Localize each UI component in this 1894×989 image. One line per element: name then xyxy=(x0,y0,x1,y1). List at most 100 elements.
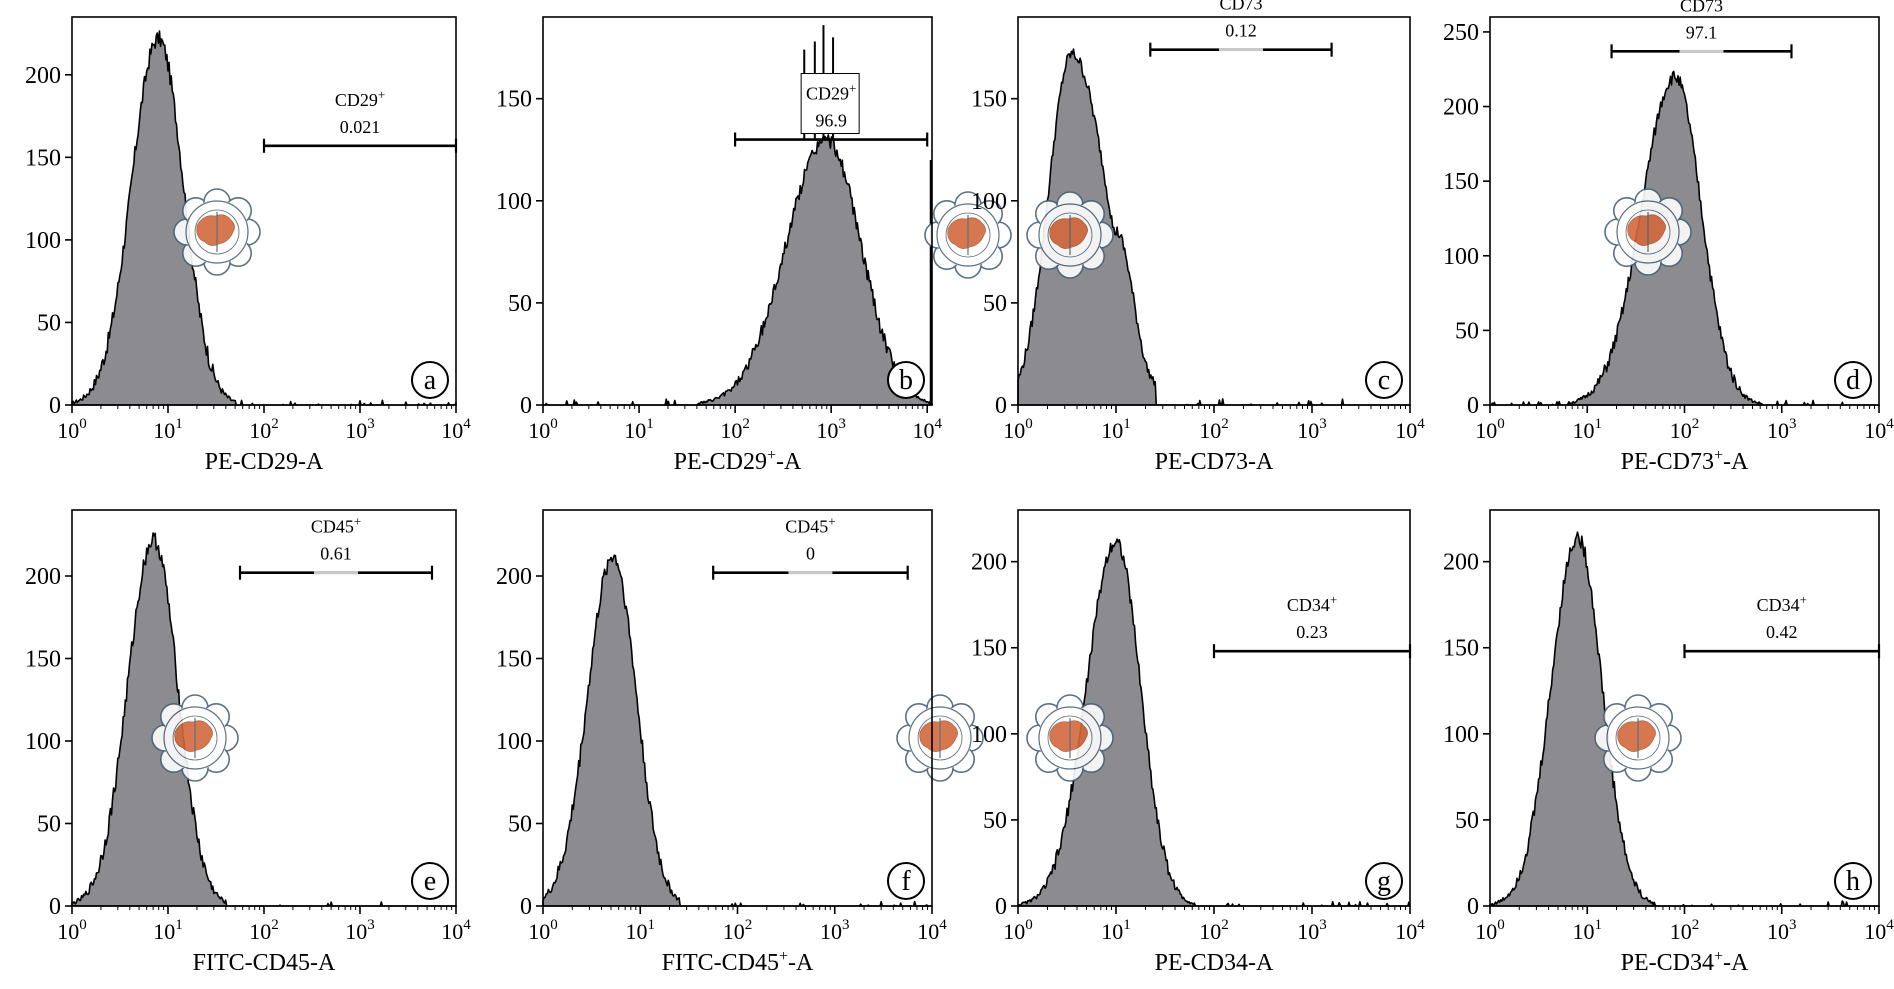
x-axis-label: PE-CD34-A xyxy=(1155,950,1274,976)
x-tick-label: 102 xyxy=(1199,917,1229,944)
histogram-area xyxy=(542,134,933,406)
histogram-panel-c: 0 50 100 150 100 101 102 103 104 PE-CD73-A CD73 0.1… xyxy=(971,0,1425,475)
x-tick-label: 100 xyxy=(1003,917,1033,944)
y-tick-label: 50 xyxy=(508,812,532,838)
panel-letter-circle xyxy=(1365,862,1403,900)
gate-label: CD45+ xyxy=(311,514,361,537)
x-tick-label: 101 xyxy=(1573,917,1603,944)
panel-letter: f xyxy=(901,866,911,897)
x-tick-label: 104 xyxy=(1395,416,1425,443)
y-tick-label: 100 xyxy=(25,228,61,254)
y-tick-label: 100 xyxy=(496,729,532,755)
x-tick-label: 104 xyxy=(1395,917,1425,944)
gate-value: 0 xyxy=(806,544,815,564)
gate-label: CD29+ xyxy=(335,87,385,110)
x-tick-label: 101 xyxy=(624,416,654,443)
x-tick-label: 100 xyxy=(528,416,558,443)
x-tick-label: 101 xyxy=(153,917,183,944)
x-tick-label: 103 xyxy=(1297,416,1327,443)
x-tick-label: 100 xyxy=(57,416,87,443)
histogram-panel-h: 0 50 100 150 200 100 101 102 103 104 PE-CD34+-A CD3… xyxy=(1443,509,1894,976)
y-tick-label: 0 xyxy=(1467,894,1479,920)
association-seal-watermark xyxy=(173,188,261,276)
y-tick-label: 150 xyxy=(496,87,532,113)
panel-letter-circle xyxy=(1834,862,1872,900)
y-tick-label: 50 xyxy=(983,291,1007,317)
x-tick-label: 102 xyxy=(720,416,750,443)
x-tick-label: 100 xyxy=(1003,416,1033,443)
gate-label: CD73 xyxy=(1680,0,1723,15)
x-axis-label: PE-CD73+-A xyxy=(1621,447,1749,475)
gate-label: CD34+ xyxy=(1757,592,1807,615)
x-tick-label: 104 xyxy=(441,416,471,443)
x-tick-label: 104 xyxy=(912,416,942,443)
y-tick-label: 150 xyxy=(971,636,1007,662)
x-tick-label: 104 xyxy=(1864,416,1894,443)
y-tick-label: 50 xyxy=(1455,808,1479,834)
x-tick-label: 101 xyxy=(153,416,183,443)
y-tick-label: 150 xyxy=(971,87,1007,113)
histogram-area xyxy=(542,554,933,907)
association-seal-watermark xyxy=(1594,694,1682,782)
y-tick-label: 200 xyxy=(1443,550,1479,576)
x-axis-label: FITC-CD45-A xyxy=(193,950,336,976)
y-tick-label: 200 xyxy=(25,63,61,89)
gate-value: 96.9 xyxy=(815,111,847,131)
y-tick-label: 0 xyxy=(520,894,532,920)
y-tick-label: 200 xyxy=(971,550,1007,576)
x-tick-label: 103 xyxy=(345,917,375,944)
x-axis-label: FITC-CD45+-A xyxy=(662,948,814,976)
gate-value: 0.23 xyxy=(1296,622,1328,642)
x-tick-label: 101 xyxy=(1101,416,1131,443)
x-tick-label: 101 xyxy=(626,917,656,944)
panel-letter-circle xyxy=(411,361,449,399)
x-tick-label: 103 xyxy=(1767,917,1797,944)
gate-value: 97.1 xyxy=(1686,22,1718,42)
y-tick-label: 50 xyxy=(1455,318,1479,344)
y-tick-label: 200 xyxy=(496,564,532,590)
y-tick-label: 0 xyxy=(520,393,532,419)
x-tick-label: 102 xyxy=(1199,416,1229,443)
x-tick-label: 102 xyxy=(249,917,279,944)
y-tick-label: 0 xyxy=(1467,393,1479,419)
panel-letter-circle xyxy=(887,862,925,900)
histogram-area xyxy=(71,30,457,406)
y-tick-label: 50 xyxy=(983,808,1007,834)
panel-letter: d xyxy=(1846,365,1860,396)
y-tick-label: 100 xyxy=(496,189,532,215)
histogram-panel-g: 0 50 100 150 200 100 101 102 103 104 PE-CD34-A CD34… xyxy=(971,509,1425,976)
x-axis-label: PE-CD34+-A xyxy=(1621,948,1749,976)
gate-label: CD29+ xyxy=(806,81,856,104)
gate-label: CD45+ xyxy=(785,514,835,537)
y-tick-label: 150 xyxy=(25,647,61,673)
x-tick-label: 103 xyxy=(816,416,846,443)
x-tick-label: 100 xyxy=(1475,917,1505,944)
y-tick-label: 0 xyxy=(49,894,61,920)
gate-value: 0.42 xyxy=(1766,622,1798,642)
histogram-area xyxy=(71,532,457,907)
gate-value: 0.021 xyxy=(340,117,381,137)
association-seal-watermark xyxy=(151,694,239,782)
panel-letter: a xyxy=(424,365,437,396)
y-tick-label: 100 xyxy=(1443,244,1479,270)
y-tick-label: 50 xyxy=(508,291,532,317)
panel-letter-circle xyxy=(887,361,925,399)
histogram-area xyxy=(1489,531,1880,907)
panel-letter: h xyxy=(1846,866,1860,897)
x-axis-label: PE-CD29+-A xyxy=(674,447,802,475)
x-tick-label: 100 xyxy=(528,917,558,944)
histogram-panel-d: 0 50 100 150 200 250 100 101 102 103 104 PE-CD73+-A… xyxy=(1443,0,1894,475)
x-tick-label: 102 xyxy=(723,917,753,944)
x-tick-label: 103 xyxy=(345,416,375,443)
y-tick-label: 150 xyxy=(25,145,61,171)
panel-letter-circle xyxy=(411,862,449,900)
gate-value: 0.61 xyxy=(320,544,352,564)
y-tick-label: 100 xyxy=(971,189,1007,215)
x-tick-label: 104 xyxy=(917,917,947,944)
histogram-panel-b: 0 50 100 150 100 101 102 103 104 PE-CD29+-A CD29+ 9… xyxy=(496,16,1012,475)
histogram-panel-a: 0 50 100 150 200 100 101 102 103 104 PE-CD29-A CD29… xyxy=(25,16,471,475)
x-axis-label: PE-CD29-A xyxy=(205,449,324,475)
y-tick-label: 150 xyxy=(1443,169,1479,195)
x-tick-label: 100 xyxy=(1475,416,1505,443)
